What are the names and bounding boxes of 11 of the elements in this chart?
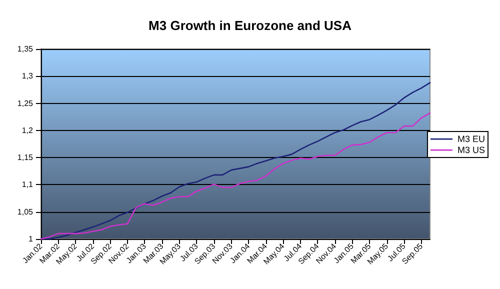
y-tick-label: 1,1 bbox=[22, 180, 34, 190]
y-tick-label: 1 bbox=[28, 234, 34, 244]
legend-label: M3 EU bbox=[457, 134, 486, 144]
y-tick-label: 1,25 bbox=[17, 98, 34, 108]
y-tick-label: 1,15 bbox=[17, 153, 34, 162]
chart-title: M3 Growth in Eurozone and USA bbox=[148, 18, 352, 33]
legend-label: M3 US bbox=[457, 145, 486, 155]
y-tick-label: 1,3 bbox=[22, 72, 34, 81]
y-tick-label: 1,2 bbox=[22, 126, 34, 135]
y-tick-label: 1,35 bbox=[17, 44, 34, 54]
y-tick-label: 1,05 bbox=[17, 207, 34, 216]
